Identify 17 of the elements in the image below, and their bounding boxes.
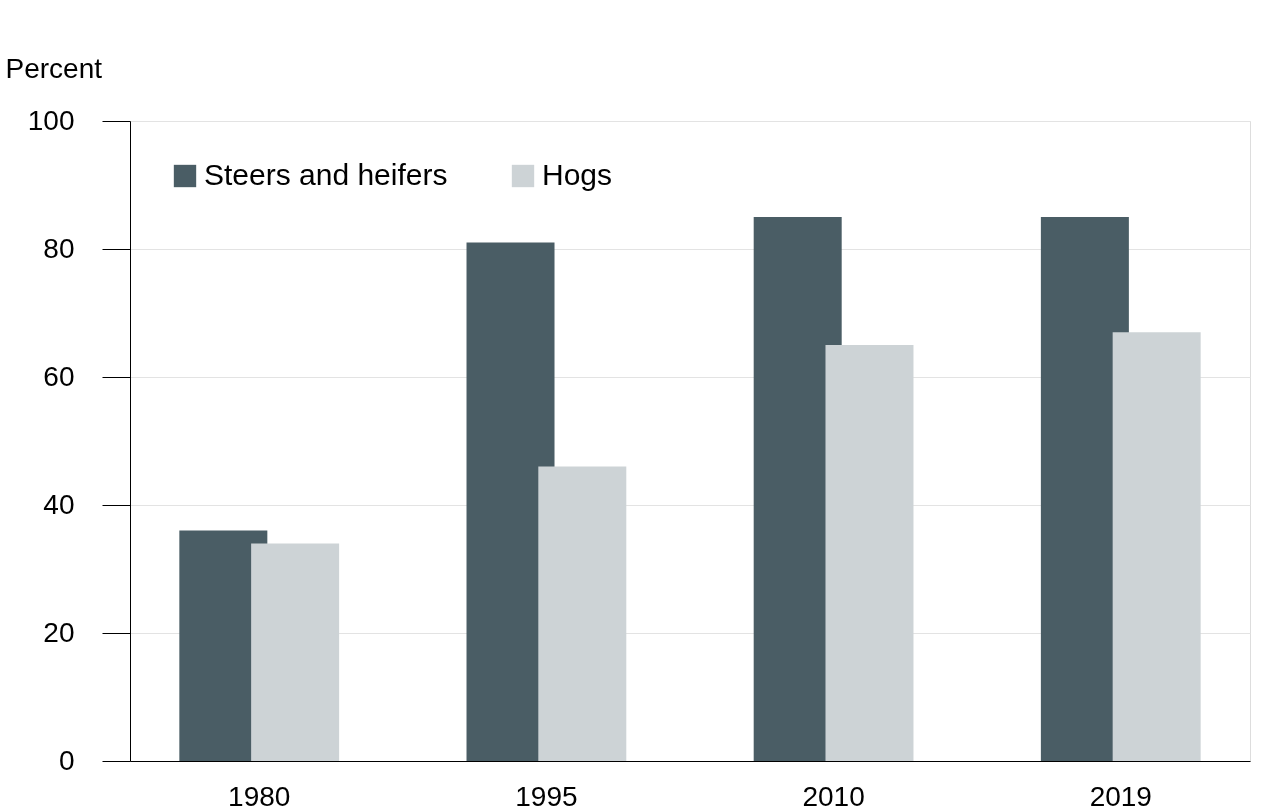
y-tick-label: 20	[43, 616, 75, 648]
legend-label: Steers and heifers	[204, 158, 448, 191]
y-tick-label: 40	[43, 488, 75, 520]
bar	[538, 466, 627, 761]
x-tick-label: 2010	[802, 780, 865, 808]
y-tick-label: 60	[43, 360, 75, 392]
bar	[251, 543, 340, 761]
y-tick-label: 0	[58, 744, 75, 776]
legend-label: Hogs	[542, 158, 613, 191]
y-tick-label: 100	[27, 104, 75, 136]
x-tick-label: 2019	[1089, 780, 1152, 808]
bar	[1112, 332, 1201, 761]
y-tick-label: 80	[43, 232, 75, 264]
y-axis-title: Percent	[5, 52, 103, 84]
x-tick-label: 1980	[228, 780, 291, 808]
x-tick-label: 1995	[515, 780, 578, 808]
bar	[825, 345, 914, 761]
